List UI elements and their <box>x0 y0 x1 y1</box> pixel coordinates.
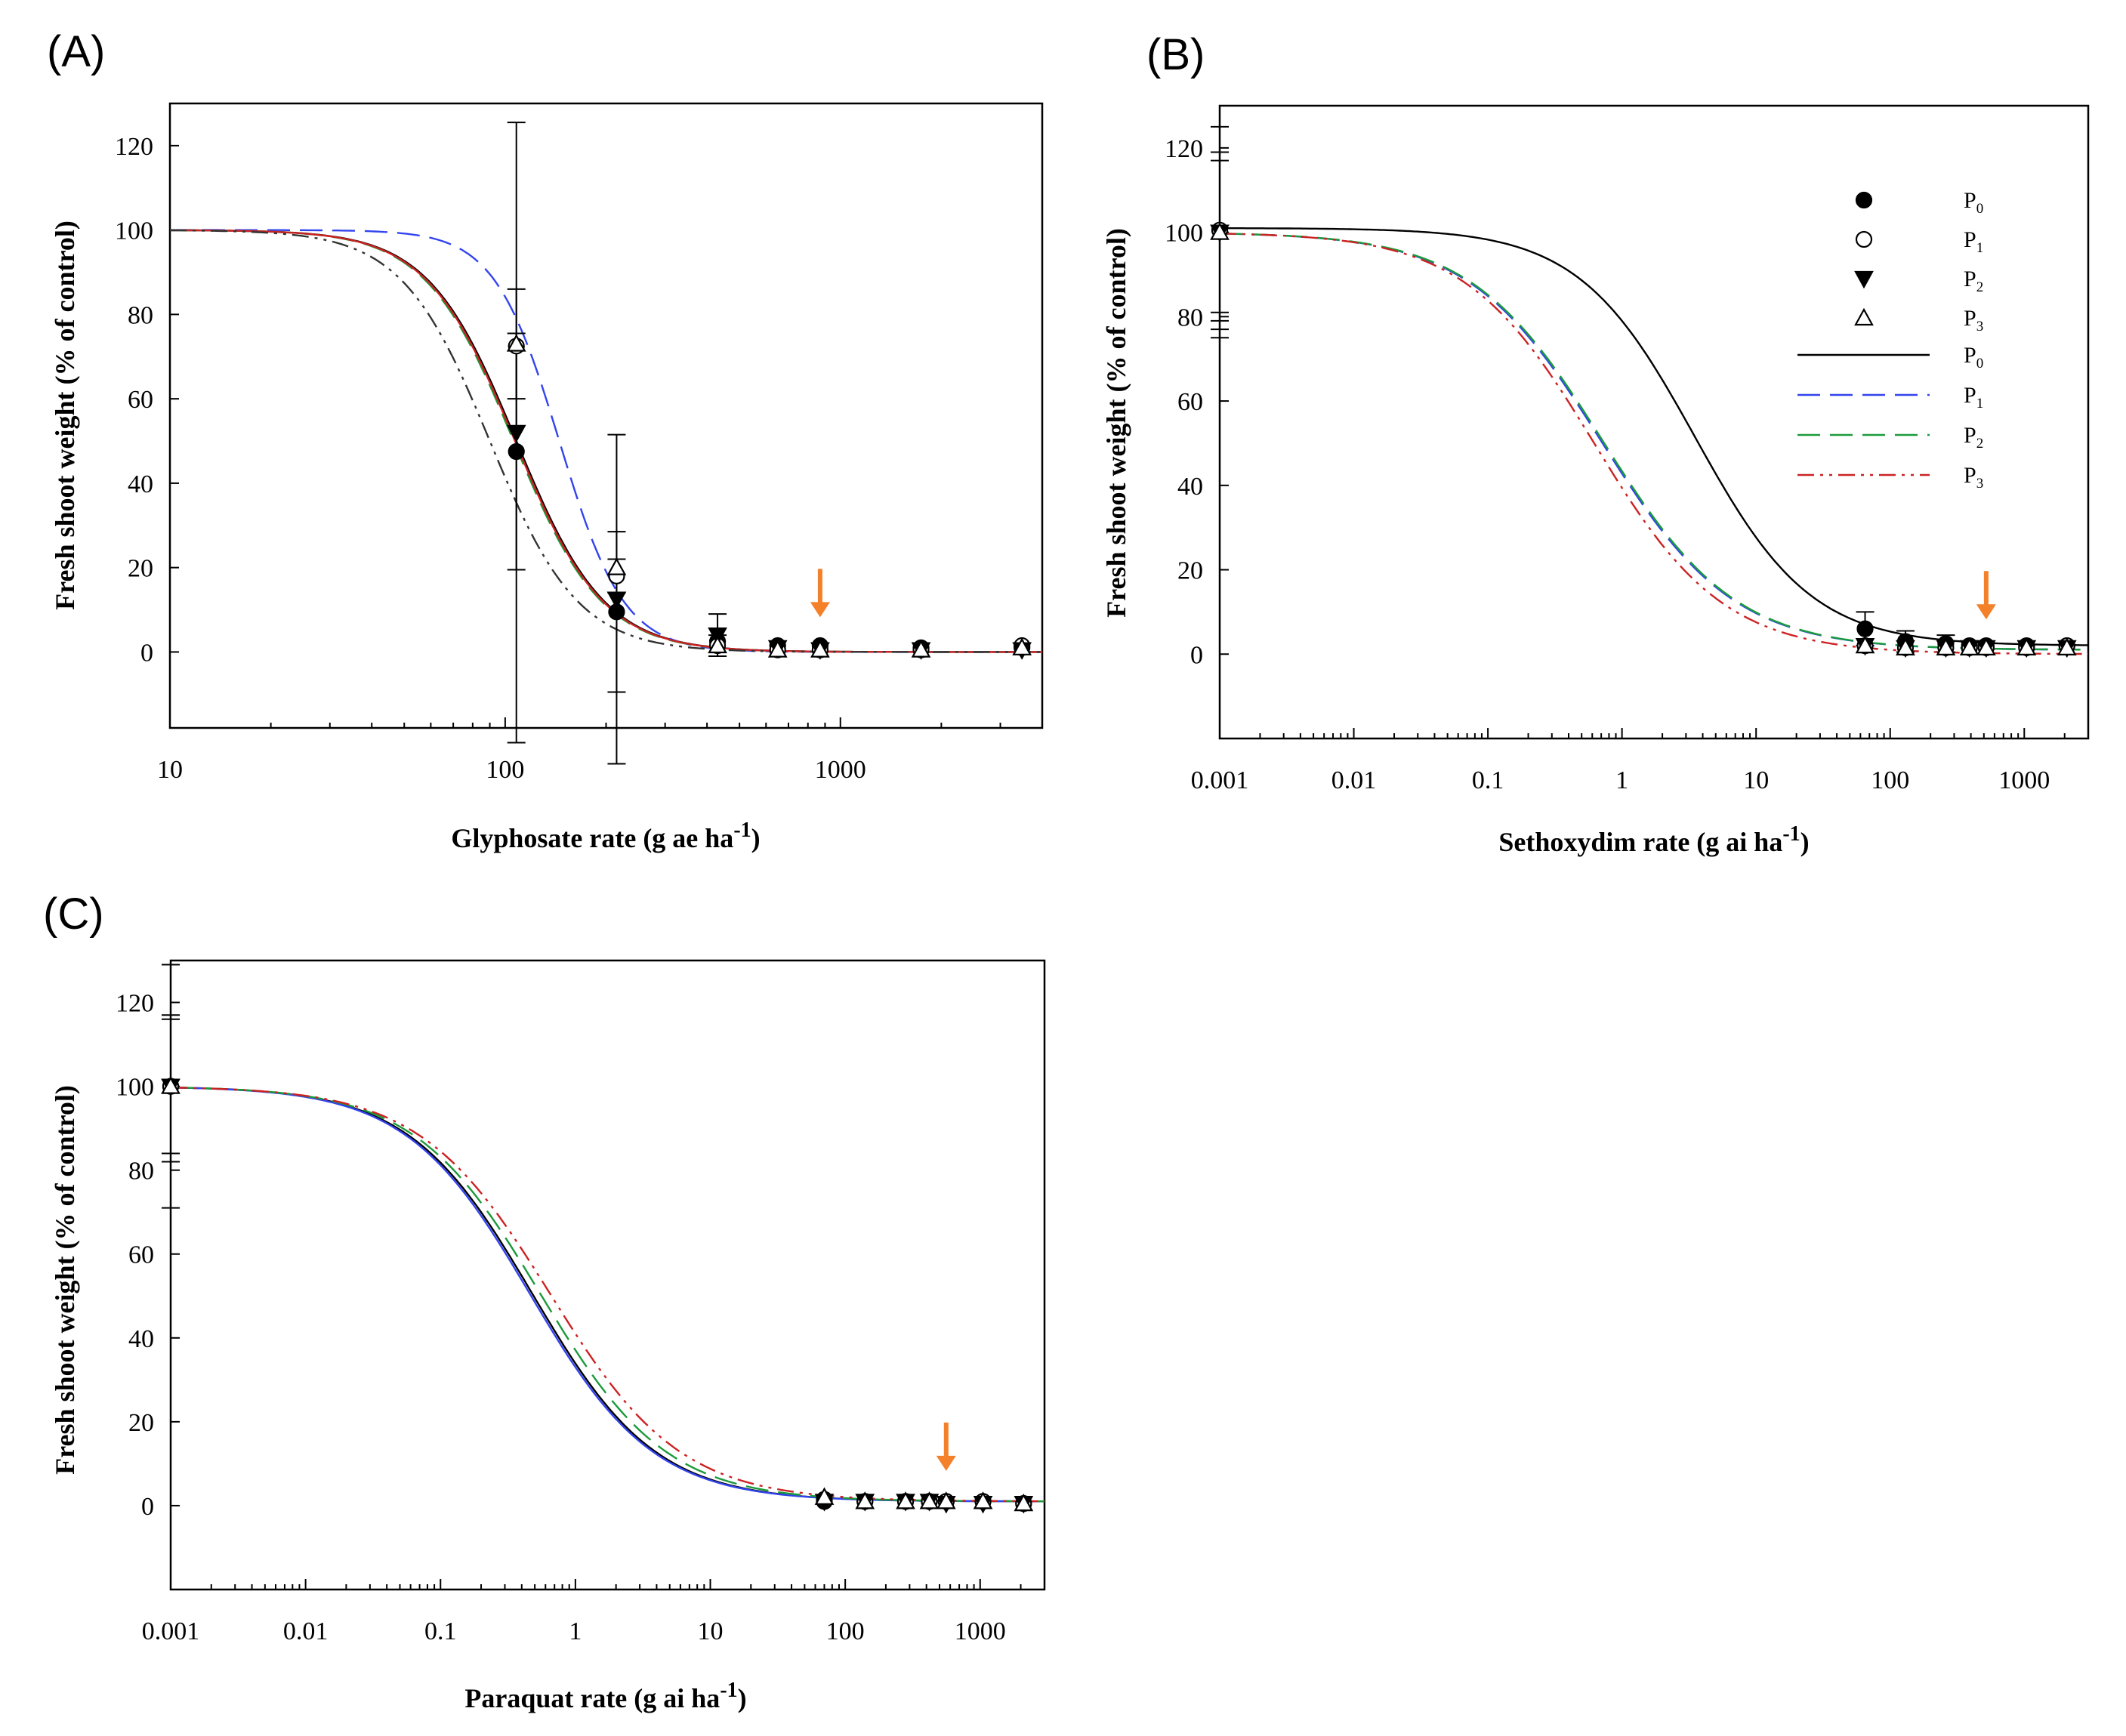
panel-a-point-p3 <box>810 640 830 658</box>
panel-c-label: (C) <box>43 890 104 939</box>
panel-b-x-tick-label: 1000 <box>1998 766 2050 794</box>
panel-b-label: (B) <box>1146 30 1205 79</box>
panel-b-point-p3 <box>2057 637 2077 655</box>
panel-b-y-tick-label: 0 <box>1190 641 1203 669</box>
panel-b-x-tick-label: 0.001 <box>1191 766 1249 794</box>
panel-a-point-p2 <box>506 424 526 443</box>
legend-marker-0 <box>1855 191 1873 209</box>
legend-marker-2 <box>1854 270 1874 289</box>
panel-b-y-tick-label: 60 <box>1177 388 1203 416</box>
panel-c-point-p3 <box>896 1491 915 1509</box>
panel-b-x-tick-label: 10 <box>1743 766 1769 794</box>
panel-a: (A) 0 20 40 60 80 100 120 10 100 1000 Glyphosate … <box>47 27 1044 853</box>
panel-b-x-tick-label: 0.01 <box>1331 766 1377 794</box>
panel-a-point-p3 <box>767 640 788 658</box>
panel-a-y-tick-label: 40 <box>128 470 153 498</box>
panel-b-x-tick-label: 0.1 <box>1472 766 1504 794</box>
panel-c-point-p3 <box>1014 1493 1034 1512</box>
panel-b-point-p3 <box>1936 637 1956 655</box>
panel-c-curve-p3 <box>170 1087 1044 1503</box>
panel-a-plot: 0 20 40 60 80 100 120 10 100 1000 <box>115 122 1043 784</box>
panel-c-plot-frame <box>169 959 1046 1591</box>
panel-b-y-tick-label: 80 <box>1177 304 1203 331</box>
panel-c-x-tick-label: 0.1 <box>424 1617 457 1645</box>
legend-marker-3 <box>1854 307 1874 326</box>
panel-a-x-tick-label: 100 <box>486 756 524 784</box>
panel-a-point-p3 <box>606 557 627 575</box>
panel-c-point-p3 <box>161 1076 181 1094</box>
panel-a-y-tick-label: 0 <box>140 639 153 667</box>
panel-b-point-p3 <box>1855 635 1875 654</box>
panel-c-point-p3 <box>919 1491 940 1509</box>
panel-a-y-tick-label: 20 <box>128 555 153 583</box>
panel-b-arrow-head <box>1976 604 1996 620</box>
panel-c-y-tick-label: 60 <box>128 1241 154 1269</box>
panel-c-y-tick-label: 40 <box>128 1325 154 1353</box>
panel-b-point-p3 <box>1896 637 1915 655</box>
panel-b-x-axis-title: Sethoxydim rate (g ai ha-1) <box>1498 822 1809 857</box>
panel-c-point-p3 <box>973 1491 993 1509</box>
panel-b-x-tick-label: 1 <box>1615 766 1628 794</box>
panel-c-x-tick-label: 1000 <box>955 1617 1006 1645</box>
panel-b-plot-frame <box>1218 104 2090 740</box>
panel-a-x-tick-label: 10 <box>157 756 183 784</box>
panel-c-x-tick-label: 10 <box>698 1617 724 1645</box>
panel-c-plot: 0 20 40 60 80 100 120 0.001 0.01 0.1 1 10 100 1000 <box>116 964 1045 1645</box>
panel-b-point-p3 <box>1959 637 1979 655</box>
panel-a-point-p0 <box>508 442 525 461</box>
panel-c: (C) 0 20 40 60 80 100 120 0.001 0.01 0.1 1 10 100 100… <box>43 890 1046 1713</box>
panel-a-y-tick-label: 100 <box>115 217 153 245</box>
panel-c-x-tick-label: 100 <box>826 1617 865 1645</box>
panel-b-plot: 0 20 40 60 80 100 120 0.001 0.01 0.1 1 10 100 1000 <box>1165 125 2089 794</box>
panel-b-point-p3 <box>1210 222 1230 240</box>
panel-c-x-tick-label: 0.001 <box>142 1617 200 1645</box>
panel-a-point-p3 <box>506 334 526 352</box>
panel-b-point-p3 <box>1976 637 1996 655</box>
panel-b-y-axis-title: Fresh shoot weight (% of control) <box>1101 228 1131 618</box>
panel-b-y-tick-label: 20 <box>1177 557 1203 585</box>
panel-a-x-axis-title: Glyphosate rate (g ae ha-1) <box>451 819 760 853</box>
panel-c-point-p3 <box>814 1487 835 1505</box>
panel-b-y-tick-label: 100 <box>1165 220 1203 248</box>
panel-a-curve-p3b <box>169 229 1042 653</box>
panel-b-x-tick-label: 100 <box>1871 766 1909 794</box>
panel-b-y-tick-label: 120 <box>1165 135 1203 163</box>
panel-a-y-tick-label: 80 <box>128 301 153 329</box>
panel-c-y-tick-label: 80 <box>128 1158 154 1186</box>
panel-c-point-p3 <box>936 1491 956 1509</box>
panel-a-y-tick-label: 60 <box>128 386 153 414</box>
panel-c-y-tick-label: 100 <box>116 1074 154 1102</box>
panel-c-y-tick-label: 20 <box>128 1409 154 1437</box>
panel-a-point-p3 <box>1012 637 1032 655</box>
panel-a-point-p2 <box>606 591 627 609</box>
panel-c-y-tick-label: 0 <box>141 1493 154 1521</box>
panel-c-arrow-head <box>936 1455 956 1471</box>
panel-a-y-axis-title: Fresh shoot weight (% of control) <box>50 220 80 610</box>
panel-a-label: (A) <box>47 27 105 76</box>
panel-b: (B) 0 20 40 60 80 100 120 0.001 0.01 0.1 1 10 100 100… <box>1101 30 2090 857</box>
panel-a-y-tick-label: 120 <box>115 133 153 161</box>
panel-a-arrow-head <box>810 602 830 618</box>
panel-c-x-tick-label: 1 <box>569 1617 582 1645</box>
panel-c-point-p3 <box>855 1491 875 1509</box>
panel-b-y-tick-label: 40 <box>1177 473 1203 501</box>
panel-a-plot-frame <box>168 102 1044 729</box>
panel-a-x-tick-label: 1000 <box>815 756 866 784</box>
panel-c-x-axis-title: Paraquat rate (g ai ha-1) <box>464 1679 746 1713</box>
panel-c-x-tick-label: 0.01 <box>283 1617 329 1645</box>
panel-a-point-p3 <box>708 635 727 654</box>
panel-c-y-tick-label: 120 <box>116 990 154 1018</box>
panel-b-point-p0 <box>1856 620 1874 637</box>
panel-c-y-axis-title: Fresh shoot weight (% of control) <box>50 1085 80 1475</box>
panel-a-point-p3 <box>911 640 931 658</box>
legend-line-label-3: P3 <box>1964 463 1983 492</box>
panel-b-point-p3 <box>2016 637 2037 655</box>
legend-marker-1 <box>1855 230 1873 248</box>
